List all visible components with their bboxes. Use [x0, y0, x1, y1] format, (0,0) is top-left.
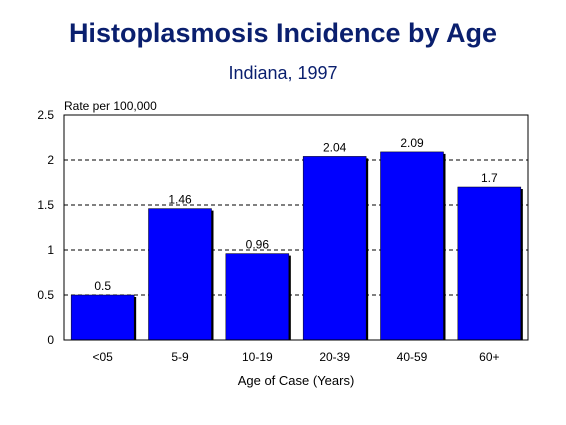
x-ticks: <05 5-9 10-19 20-39 40-59 60+ [92, 350, 499, 364]
x-tick-label: 10-19 [242, 350, 273, 364]
x-tick-label: <05 [92, 350, 113, 364]
y-tick-label: 0.5 [37, 288, 54, 302]
y-tick-label: 1.5 [37, 198, 54, 212]
bar-10-19 [225, 253, 290, 341]
bar-5-9 [148, 208, 212, 341]
x-tick-label: 40-59 [397, 350, 428, 364]
y-tick-label: 2.5 [37, 108, 54, 122]
x-axis-label: Age of Case (Years) [238, 373, 355, 388]
y-axis-label: Rate per 100,000 [64, 99, 157, 113]
data-label: 2.09 [400, 136, 424, 150]
chart-subtitle: Indiana, 1997 [228, 63, 338, 83]
y-tick-label: 1 [47, 243, 54, 257]
x-tick-label: 5-9 [171, 350, 189, 364]
data-label: 0.96 [246, 238, 270, 252]
y-tick-label: 0 [47, 333, 54, 347]
grid-lines [64, 159, 528, 296]
plot-frame [63, 114, 529, 341]
bar-20-39 [302, 156, 367, 341]
x-tick-label: 60+ [479, 350, 499, 364]
data-label: 1.7 [481, 171, 498, 185]
data-label: 0.5 [94, 279, 111, 293]
bar-<05 [70, 294, 135, 341]
chart-title: Histoplasmosis Incidence by Age [68, 18, 498, 48]
y-tick-label: 2 [47, 153, 54, 167]
data-label: 2.04 [323, 140, 347, 154]
y-ticks: 0 0.5 1 1.5 2 2.5 [37, 108, 54, 347]
bar-40-59 [380, 151, 444, 341]
bars [70, 151, 523, 341]
bar-60+ [457, 186, 522, 341]
x-tick-label: 20-39 [319, 350, 350, 364]
data-label: 1.46 [168, 193, 192, 207]
data-labels: 0.5 1.46 0.96 2.04 2.09 1.7 [94, 136, 498, 293]
